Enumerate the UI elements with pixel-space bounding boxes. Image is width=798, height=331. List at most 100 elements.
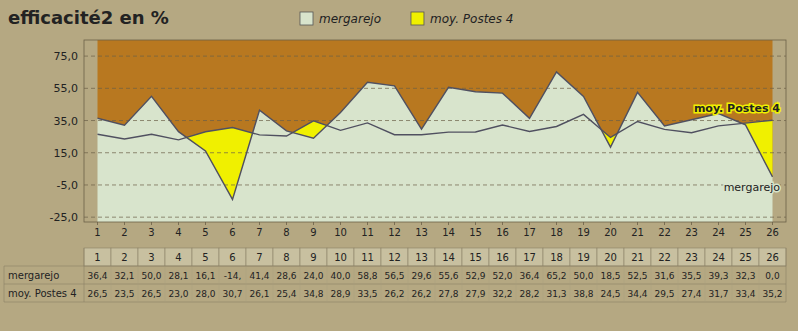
data-label: 52,9 — [465, 271, 485, 281]
data-label: 55,6 — [438, 271, 458, 281]
table-col-border — [165, 266, 166, 302]
table-border — [786, 248, 787, 302]
x-tick-label: 13 — [415, 227, 428, 238]
data-label: 26,1 — [249, 289, 269, 299]
table-header-cell — [759, 248, 786, 266]
series-line — [98, 114, 773, 139]
data-label: 28,9 — [330, 289, 350, 299]
data-label: 31,3 — [546, 289, 566, 299]
grid-line — [84, 152, 786, 153]
table-header-label: 7 — [256, 252, 262, 263]
table-col-border — [705, 266, 706, 302]
grid-line — [84, 88, 786, 89]
table-col-border — [273, 266, 274, 302]
table-col-border — [732, 266, 733, 302]
data-label: 36,4 — [519, 271, 539, 281]
table-col-border — [111, 266, 112, 302]
x-tick — [664, 222, 665, 225]
table-header-label: 12 — [388, 252, 401, 263]
table-header-label: 17 — [523, 252, 536, 263]
table-header-label: 21 — [631, 252, 644, 263]
table-row-border — [4, 266, 786, 267]
series-line — [98, 72, 773, 200]
x-tick — [232, 222, 233, 225]
table-header-cell — [651, 248, 678, 266]
data-label: 65,2 — [546, 271, 566, 281]
data-label: 34,8 — [303, 289, 323, 299]
data-label: 31,6 — [654, 271, 674, 281]
y-tick-label: -25,0 — [50, 211, 78, 224]
table-header-cell — [327, 248, 354, 266]
x-tick — [205, 222, 206, 225]
table-header-cell — [570, 248, 597, 266]
plot-frame — [84, 40, 786, 222]
table-header-label: 6 — [229, 252, 235, 263]
table-header-cell — [354, 248, 381, 266]
x-tick — [610, 222, 611, 225]
x-tick-label: 18 — [550, 227, 563, 238]
x-tick — [448, 222, 449, 225]
legend-label: mergarejo — [319, 12, 381, 26]
table-col-border — [246, 266, 247, 302]
table-header-label: 22 — [658, 252, 671, 263]
x-tick-label: 25 — [739, 227, 752, 238]
x-tick-label: 11 — [361, 227, 374, 238]
annotation: mergarejo — [724, 181, 781, 194]
y-tick-label: 55,0 — [54, 82, 79, 95]
table-header-cell — [678, 248, 705, 266]
x-tick-label: 6 — [229, 227, 235, 238]
x-tick — [313, 222, 314, 225]
data-label: 26,2 — [384, 289, 404, 299]
x-tick — [772, 222, 773, 225]
table-col-border — [354, 266, 355, 302]
legend-swatch — [300, 12, 313, 25]
data-label: 31,7 — [708, 289, 728, 299]
legend-label: moy. Postes 4 — [430, 12, 513, 26]
x-tick-label: 1 — [94, 227, 100, 238]
x-tick — [259, 222, 260, 225]
table-header-cell — [732, 248, 759, 266]
data-label: 33,5 — [357, 289, 377, 299]
table-header-label: 2 — [121, 252, 127, 263]
data-label: 26,5 — [141, 289, 161, 299]
data-label: 40,0 — [330, 271, 350, 281]
data-label: 52,5 — [627, 271, 647, 281]
table-header-cell — [300, 248, 327, 266]
table-header-label: 10 — [334, 252, 347, 263]
x-tick — [367, 222, 368, 225]
table-header-cell — [192, 248, 219, 266]
data-label: 32,2 — [492, 289, 512, 299]
table-col-border — [192, 266, 193, 302]
data-label: 34,4 — [627, 289, 647, 299]
x-tick-label: 4 — [175, 227, 181, 238]
x-tick-label: 14 — [442, 227, 455, 238]
grid-line — [84, 217, 786, 218]
x-tick-label: 8 — [283, 227, 289, 238]
data-label: 27,8 — [438, 289, 458, 299]
table-col-border — [327, 266, 328, 302]
data-label: 33,4 — [735, 289, 755, 299]
x-tick — [124, 222, 125, 225]
data-label: 28,0 — [195, 289, 215, 299]
title: efficacité2 en % — [8, 7, 169, 28]
table-header-label: 8 — [283, 252, 289, 263]
table-header-label: 5 — [202, 252, 208, 263]
table-header-cell — [246, 248, 273, 266]
data-label: 26,5 — [87, 289, 107, 299]
table-header-cell — [489, 248, 516, 266]
data-label: -14, — [224, 271, 242, 281]
table-header-label: 25 — [739, 252, 752, 263]
x-tick-label: 9 — [310, 227, 316, 238]
table-row-border — [4, 284, 786, 285]
table-header-label: 23 — [685, 252, 698, 263]
x-tick — [97, 222, 98, 225]
table-header-label: 18 — [550, 252, 563, 263]
table-header-cell — [543, 248, 570, 266]
table-row-border — [4, 302, 786, 303]
x-tick — [394, 222, 395, 225]
table-header-cell — [624, 248, 651, 266]
table-col-border — [300, 266, 301, 302]
table-header-cell — [462, 248, 489, 266]
data-label: 27,4 — [681, 289, 701, 299]
data-label: 24,5 — [600, 289, 620, 299]
